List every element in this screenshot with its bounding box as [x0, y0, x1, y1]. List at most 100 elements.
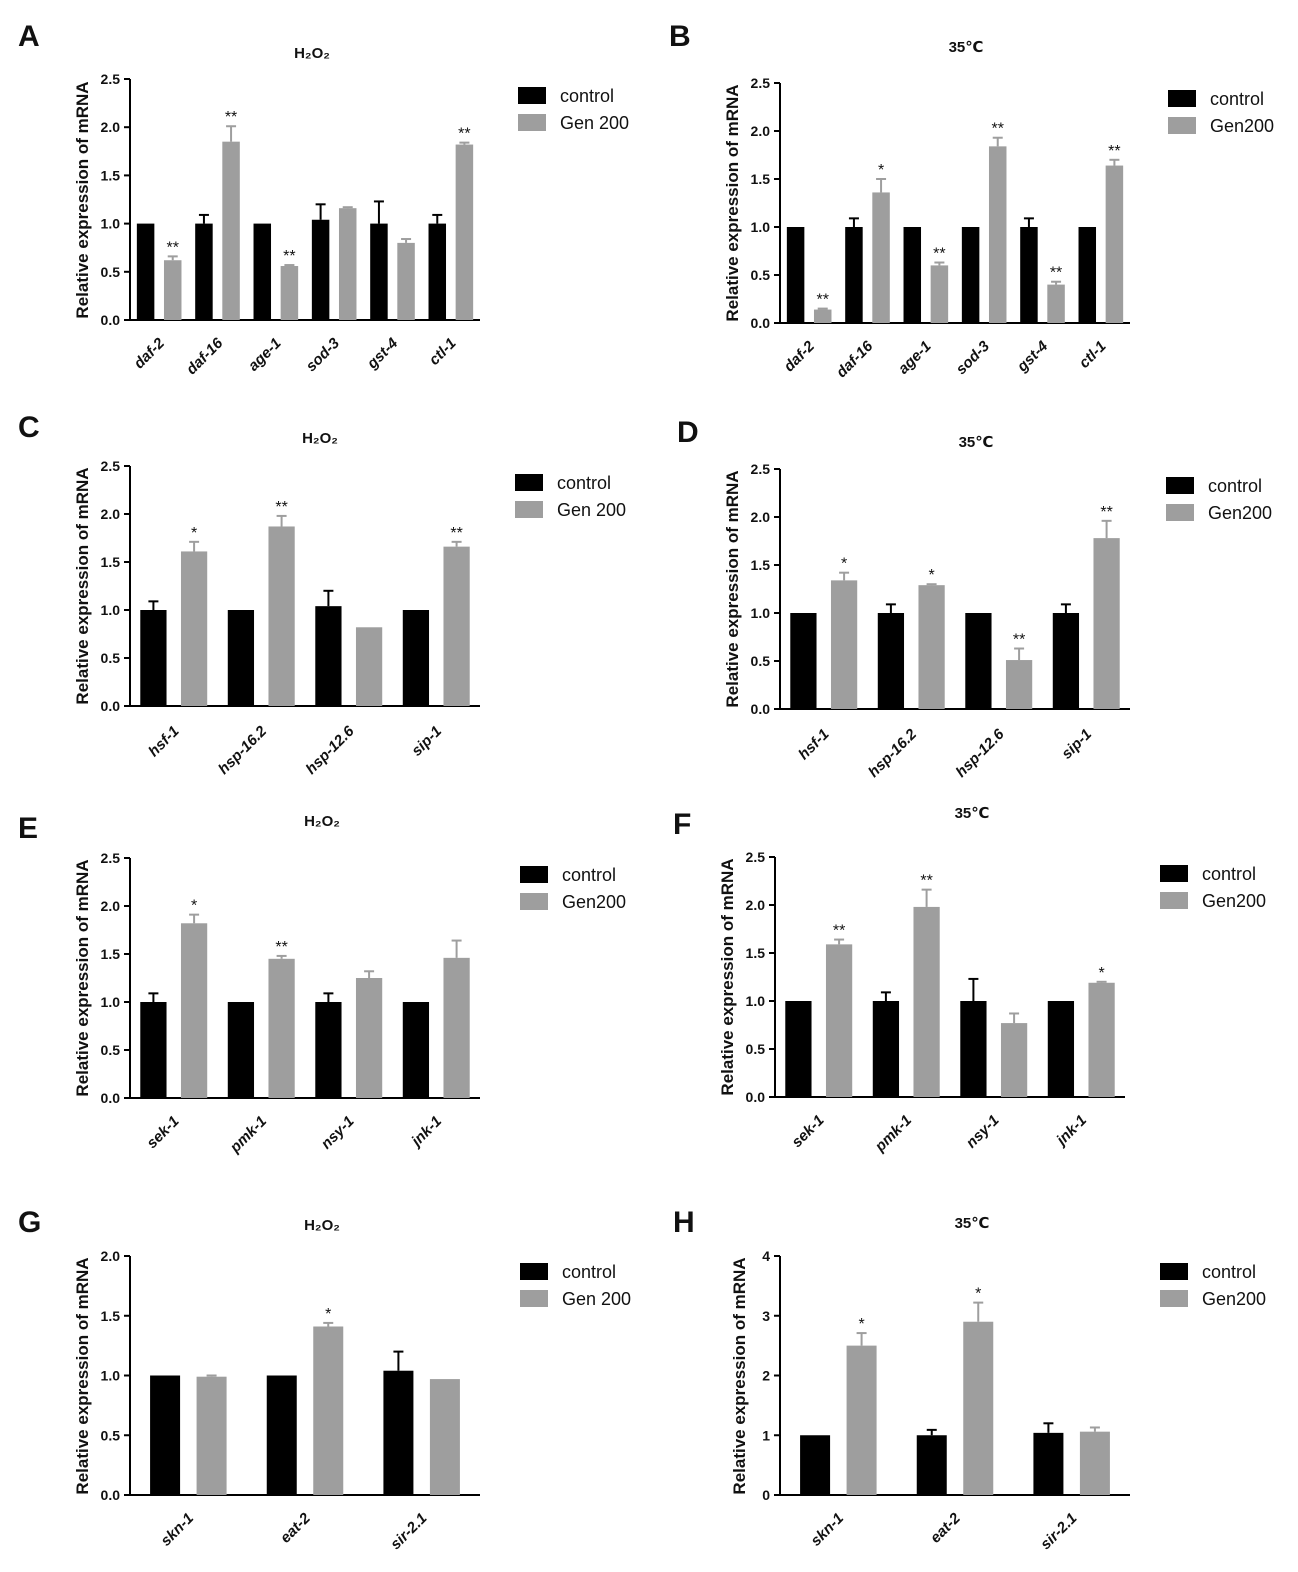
bar-control-hsp-16.2	[877, 613, 905, 709]
bar-treatment-sip-1	[443, 546, 470, 706]
y-axis-label: Relative expression of mRNA	[73, 1257, 92, 1494]
significance-label: **	[450, 525, 462, 542]
chart-panel-d: D 35℃ Relative expression of mRNA 0.0 0.5 1.0…	[677, 416, 1272, 781]
category-label: gst-4	[1013, 337, 1052, 376]
bar-treatment-jnk-1	[443, 957, 470, 1098]
y-tick-label: 2.0	[101, 119, 121, 135]
bar-treatment-sir-2.1	[429, 1379, 460, 1495]
bar-control-hsp-12.6	[315, 606, 342, 706]
legend-swatch-control	[518, 87, 546, 104]
y-tick-label: 1.5	[746, 945, 766, 961]
y-axis-label: Relative expression of mRNA	[73, 467, 92, 704]
y-tick-label: 0.5	[746, 1041, 766, 1057]
bar-treatment-age-1	[930, 265, 949, 323]
legend-label: control	[557, 473, 611, 493]
bar-treatment-nsy-1	[1000, 1023, 1028, 1097]
bar-treatment-hsp-12.6	[355, 627, 383, 706]
bar-control-skn-1	[800, 1435, 831, 1495]
category-label: sip-1	[1058, 726, 1095, 763]
legend-swatch-treatment	[1160, 1290, 1188, 1307]
legend-label: Gen 200	[557, 500, 626, 520]
panel-letter: F	[673, 808, 691, 841]
y-tick-label: 0.0	[746, 1089, 766, 1105]
y-tick-label: 2.5	[746, 849, 766, 865]
category-label: sir-2.1	[1037, 1510, 1080, 1553]
bar-control-pmk-1	[227, 1002, 255, 1098]
y-tick-label: 1.5	[751, 171, 771, 187]
y-tick-label: 2.0	[101, 506, 121, 522]
category-label: age-1	[245, 335, 285, 375]
legend-swatch-treatment	[520, 1290, 548, 1307]
y-tick-label: 1.5	[751, 557, 771, 573]
category-label: ctl-1	[426, 335, 460, 369]
bar-treatment-pmk-1	[268, 958, 295, 1098]
panel-letter: D	[677, 416, 699, 449]
bar-treatment-jnk-1	[1088, 982, 1115, 1097]
category-label: sod-3	[303, 334, 344, 375]
bar-treatment-eat-2	[313, 1326, 344, 1495]
y-axis-label: Relative expression of mRNA	[73, 81, 92, 318]
y-axis-label: Relative expression of mRNA	[73, 859, 92, 1096]
category-label: pmk-1	[226, 1113, 270, 1157]
significance-label: *	[191, 898, 197, 915]
chart-panel-f: F 35℃ Relative expression of mRNA 0.0 0.5 1.0…	[673, 805, 1266, 1156]
bar-control-age-1	[903, 227, 922, 323]
category-label: pmk-1	[871, 1112, 915, 1156]
bar-control-gst-4	[1020, 227, 1038, 323]
significance-label: **	[458, 126, 470, 143]
legend-swatch-control	[515, 474, 543, 491]
y-tick-label: 1.0	[751, 219, 771, 235]
panel-letter: E	[18, 812, 38, 845]
bar-control-sip-1	[1052, 613, 1080, 709]
significance-label: *	[858, 1316, 864, 1333]
legend-swatch-control	[520, 866, 548, 883]
y-tick-label: 0.0	[101, 1487, 121, 1503]
category-label: nsy-1	[318, 1113, 358, 1153]
bar-control-hsf-1	[790, 613, 817, 709]
significance-label: *	[841, 556, 847, 573]
bar-treatment-pmk-1	[913, 906, 940, 1097]
bar-control-pmk-1	[872, 1001, 900, 1097]
legend-swatch-control	[1160, 1263, 1188, 1280]
bar-control-sir-2.1	[383, 1370, 414, 1495]
bar-control-jnk-1	[402, 1002, 430, 1098]
category-label: sek-1	[788, 1112, 827, 1151]
y-tick-label: 2.0	[101, 1248, 121, 1264]
chart-panel-a: A H₂O₂ Relative expression of mRNA 0.0 0.5 1.…	[18, 20, 629, 378]
chart-panel-h: H 35℃ Relative expression of mRNA 0 1 2 3 4 * skn…	[673, 1206, 1266, 1553]
bar-treatment-skn-1	[846, 1345, 877, 1495]
bar-control-daf-2	[786, 227, 805, 323]
y-tick-label: 0.0	[101, 698, 121, 714]
legend-label: Gen200	[1202, 891, 1266, 911]
category-label: nsy-1	[963, 1112, 1003, 1152]
y-tick-label: 2.5	[101, 71, 121, 87]
bar-treatment-hsp-16.2	[918, 585, 945, 709]
category-label: hsf-1	[145, 723, 182, 760]
category-label: daf-2	[131, 334, 169, 372]
bar-control-eat-2	[266, 1375, 297, 1495]
category-label: daf-16	[183, 334, 227, 378]
panel-letter: B	[669, 20, 691, 53]
bar-control-age-1	[253, 223, 272, 320]
legend-swatch-treatment	[1166, 504, 1194, 521]
category-label: daf-16	[833, 337, 877, 381]
significance-label: **	[920, 873, 932, 890]
legend-label: control	[1210, 89, 1264, 109]
bar-control-ctl-1	[428, 223, 447, 320]
chart-title: 35℃	[955, 805, 990, 822]
y-tick-label: 0.5	[101, 650, 121, 666]
bar-control-jnk-1	[1047, 1001, 1075, 1097]
legend-label: Gen200	[1210, 116, 1274, 136]
category-label: ctl-1	[1076, 338, 1110, 372]
y-tick-label: 0	[762, 1487, 770, 1503]
y-axis-label: Relative expression of mRNA	[718, 858, 737, 1095]
y-tick-label: 1.5	[101, 1308, 121, 1324]
category-label: jnk-1	[1052, 1112, 1090, 1150]
category-label: sip-1	[408, 723, 445, 760]
y-axis-label: Relative expression of mRNA	[723, 470, 742, 707]
y-tick-label: 0.0	[751, 315, 771, 331]
y-tick-label: 0.0	[101, 1090, 121, 1106]
significance-label: **	[1108, 143, 1120, 160]
y-tick-label: 0.0	[101, 312, 121, 328]
significance-label: **	[933, 246, 945, 263]
